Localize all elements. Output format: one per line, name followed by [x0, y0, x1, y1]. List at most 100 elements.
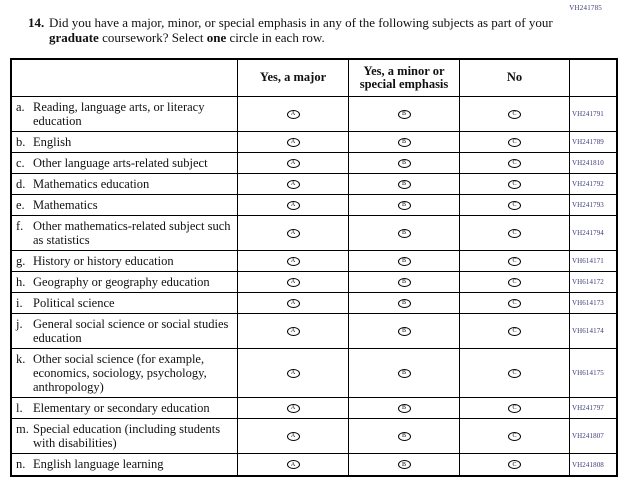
- row-letter: n.: [16, 457, 26, 471]
- answer-bubble-yes-minor[interactable]: B: [397, 137, 411, 147]
- row-label: Mathematics education: [33, 177, 150, 191]
- row-label: English: [33, 135, 72, 149]
- answer-bubble-no[interactable]: C: [508, 298, 521, 308]
- answer-bubble-yes-minor[interactable]: B: [397, 109, 411, 119]
- answer-bubble-yes-major[interactable]: A: [286, 368, 300, 378]
- row-label: Other social science (for example, econo…: [33, 352, 207, 394]
- bubble-letter-a: A: [290, 300, 296, 306]
- answer-bubble-no[interactable]: C: [508, 431, 521, 441]
- table-header-row: Yes, a major Yes, a minor or special emp…: [12, 60, 616, 97]
- header-no: No: [460, 60, 570, 97]
- answer-bubble-yes-major[interactable]: A: [286, 403, 300, 413]
- cell-no: C: [460, 454, 570, 475]
- cell-yes-major: A: [238, 132, 349, 153]
- answer-bubble-yes-minor[interactable]: B: [397, 298, 411, 308]
- table-row: f. Other mathematics-related subject suc…: [12, 216, 616, 251]
- table-row: j. General social science or social stud…: [12, 314, 616, 349]
- cell-yes-minor: B: [349, 132, 460, 153]
- cell-yes-major: A: [238, 272, 349, 293]
- cell-yes-major: A: [238, 153, 349, 174]
- cell-no: C: [460, 251, 570, 272]
- row-code: VH614174: [570, 314, 616, 349]
- bubble-letter-c: C: [512, 139, 517, 145]
- answer-bubble-no[interactable]: C: [508, 158, 521, 168]
- answer-bubble-yes-major[interactable]: A: [286, 326, 300, 336]
- cell-yes-major: A: [238, 293, 349, 314]
- answer-bubble-yes-major[interactable]: A: [286, 298, 300, 308]
- row-label: Special education (including students wi…: [33, 422, 221, 450]
- row-letter: c.: [16, 156, 25, 170]
- row-code: VH241793: [570, 195, 616, 216]
- bubble-letter-b: B: [401, 300, 406, 306]
- answer-bubble-yes-major[interactable]: A: [286, 431, 300, 441]
- answer-bubble-no[interactable]: C: [508, 460, 521, 469]
- answer-bubble-no[interactable]: C: [508, 137, 521, 147]
- bubble-letter-b: B: [401, 405, 406, 411]
- answer-bubble-yes-major[interactable]: A: [286, 137, 300, 147]
- answer-bubble-yes-minor[interactable]: B: [397, 326, 411, 336]
- question-number: 14.: [28, 15, 45, 30]
- row-label-cell: h. Geography or geography education: [12, 272, 238, 293]
- cell-no: C: [460, 293, 570, 314]
- question-text-part1: Did you have a major, minor, or special …: [49, 15, 553, 30]
- cell-no: C: [460, 419, 570, 454]
- answer-bubble-no[interactable]: C: [508, 277, 521, 287]
- table-row: c. Other language arts-related subject A…: [12, 153, 616, 174]
- cell-yes-minor: B: [349, 454, 460, 475]
- answer-bubble-yes-minor[interactable]: B: [397, 403, 411, 413]
- row-letter: i.: [16, 296, 23, 310]
- header-code-cell: [570, 60, 616, 97]
- answer-bubble-yes-minor[interactable]: B: [397, 179, 411, 189]
- answer-bubble-no[interactable]: C: [508, 200, 521, 210]
- answer-bubble-yes-major[interactable]: A: [286, 179, 300, 189]
- cell-no: C: [460, 216, 570, 251]
- answer-bubble-yes-minor[interactable]: B: [397, 256, 411, 266]
- row-label: Geography or geography education: [33, 275, 210, 289]
- answer-bubble-yes-minor[interactable]: B: [397, 460, 411, 469]
- answer-bubble-yes-major[interactable]: A: [286, 200, 300, 210]
- answer-bubble-yes-minor[interactable]: B: [397, 368, 411, 378]
- cell-yes-major: A: [238, 251, 349, 272]
- answer-bubble-yes-major[interactable]: A: [286, 460, 300, 469]
- row-label: History or history education: [33, 254, 174, 268]
- answer-bubble-no[interactable]: C: [508, 109, 521, 119]
- answer-bubble-no[interactable]: C: [508, 326, 521, 336]
- row-code: VH241789: [570, 132, 616, 153]
- cell-yes-major: A: [238, 349, 349, 398]
- answer-bubble-yes-minor[interactable]: B: [397, 228, 411, 238]
- answer-bubble-yes-major[interactable]: A: [286, 158, 300, 168]
- bubble-letter-b: B: [401, 111, 406, 117]
- answer-bubble-yes-major[interactable]: A: [286, 228, 300, 238]
- bubble-letter-b: B: [401, 279, 406, 285]
- cell-yes-minor: B: [349, 216, 460, 251]
- question-text-part2: coursework? Select: [98, 30, 207, 46]
- answer-bubble-yes-minor[interactable]: B: [397, 200, 411, 210]
- cell-no: C: [460, 97, 570, 132]
- bubble-letter-c: C: [512, 405, 517, 411]
- cell-no: C: [460, 272, 570, 293]
- answer-bubble-no[interactable]: C: [508, 256, 521, 266]
- bubble-letter-c: C: [512, 258, 517, 264]
- cell-no: C: [460, 398, 570, 419]
- bubble-letter-a: A: [290, 405, 296, 411]
- answer-bubble-no[interactable]: C: [508, 403, 521, 413]
- cell-yes-minor: B: [349, 314, 460, 349]
- answer-bubble-no[interactable]: C: [508, 179, 521, 189]
- row-label-cell: d. Mathematics education: [12, 174, 238, 195]
- answer-bubble-yes-major[interactable]: A: [286, 277, 300, 287]
- table-row: a. Reading, language arts, or literacy e…: [12, 97, 616, 132]
- row-letter: j.: [16, 317, 23, 331]
- answer-bubble-yes-minor[interactable]: B: [397, 277, 411, 287]
- answer-bubble-yes-minor[interactable]: B: [397, 431, 411, 441]
- bubble-letter-a: A: [290, 279, 296, 285]
- cell-yes-major: A: [238, 97, 349, 132]
- answer-bubble-yes-minor[interactable]: B: [397, 158, 411, 168]
- bubble-letter-b: B: [401, 370, 406, 376]
- bubble-letter-b: B: [401, 160, 406, 166]
- cell-yes-minor: B: [349, 174, 460, 195]
- answer-bubble-yes-major[interactable]: A: [286, 109, 300, 119]
- answer-bubble-no[interactable]: C: [508, 368, 521, 378]
- answer-bubble-yes-major[interactable]: A: [286, 256, 300, 266]
- row-code: VH241792: [570, 174, 616, 195]
- answer-bubble-no[interactable]: C: [508, 228, 521, 238]
